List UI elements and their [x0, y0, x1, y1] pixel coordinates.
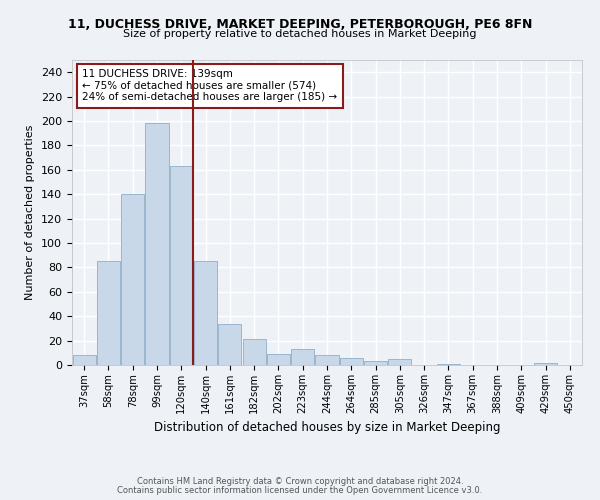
Text: 11 DUCHESS DRIVE: 139sqm
← 75% of detached houses are smaller (574)
24% of semi-: 11 DUCHESS DRIVE: 139sqm ← 75% of detach… [82, 69, 337, 102]
Bar [388, 359, 412, 365]
Bar [194, 262, 217, 365]
Bar [218, 324, 241, 365]
Bar [97, 262, 120, 365]
Text: Contains HM Land Registry data © Crown copyright and database right 2024.: Contains HM Land Registry data © Crown c… [137, 477, 463, 486]
Bar [340, 358, 363, 365]
Text: Contains public sector information licensed under the Open Government Licence v3: Contains public sector information licen… [118, 486, 482, 495]
X-axis label: Distribution of detached houses by size in Market Deeping: Distribution of detached houses by size … [154, 422, 500, 434]
Text: Size of property relative to detached houses in Market Deeping: Size of property relative to detached ho… [123, 29, 477, 39]
Bar [267, 354, 290, 365]
Bar [242, 340, 266, 365]
Bar [291, 349, 314, 365]
Y-axis label: Number of detached properties: Number of detached properties [25, 125, 35, 300]
Text: 11, DUCHESS DRIVE, MARKET DEEPING, PETERBOROUGH, PE6 8FN: 11, DUCHESS DRIVE, MARKET DEEPING, PETER… [68, 18, 532, 30]
Bar [73, 355, 95, 365]
Bar [316, 355, 338, 365]
Bar [364, 362, 387, 365]
Bar [437, 364, 460, 365]
Bar [534, 362, 557, 365]
Bar [121, 194, 144, 365]
Bar [170, 166, 193, 365]
Bar [145, 124, 169, 365]
